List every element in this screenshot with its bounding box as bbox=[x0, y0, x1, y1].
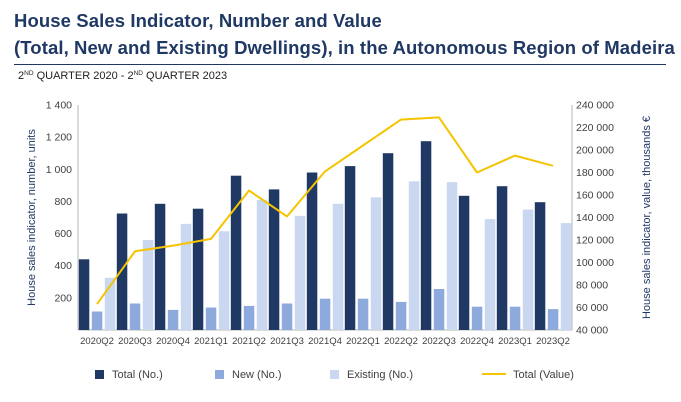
bar-existing-no bbox=[180, 223, 192, 330]
bar-new-no bbox=[129, 303, 141, 330]
subtitle-to-rest: QUARTER 2023 bbox=[142, 70, 228, 82]
y-axis-title-left: House sales indicator, number, units bbox=[26, 129, 38, 306]
legend-label: Total (No.) bbox=[112, 369, 163, 381]
y-tick-label-left: 600 bbox=[54, 228, 72, 240]
bar-new-no bbox=[167, 309, 179, 330]
legend-label: Total (Value) bbox=[513, 369, 574, 381]
bar-existing-no bbox=[332, 203, 344, 330]
bar-existing-no bbox=[104, 277, 116, 330]
x-tick-label: 2020Q3 bbox=[118, 336, 152, 347]
bar-existing-no bbox=[294, 215, 306, 330]
bar-new-no bbox=[357, 298, 369, 330]
y-tick-label-right: 140 000 bbox=[576, 212, 614, 224]
x-tick-label: 2023Q1 bbox=[498, 336, 532, 347]
bar-total-no bbox=[458, 195, 470, 330]
y-tick-label-left: 800 bbox=[54, 196, 72, 208]
bar-existing-no bbox=[446, 182, 458, 330]
bar-new-no bbox=[319, 298, 331, 330]
chart-subtitle: 2ND QUARTER 2020 - 2ND QUARTER 2023 bbox=[18, 70, 227, 82]
title-divider bbox=[14, 64, 666, 65]
legend-swatch bbox=[215, 370, 224, 379]
bar-total-no bbox=[268, 189, 280, 330]
x-tick-label: 2022Q2 bbox=[384, 336, 418, 347]
bar-new-no bbox=[509, 306, 521, 330]
subtitle-to-sup: ND bbox=[133, 70, 143, 77]
y-tick-label-right: 40 000 bbox=[576, 325, 608, 337]
subtitle-from-rest: QUARTER 2020 - bbox=[33, 70, 128, 82]
y-tick-label-right: 60 000 bbox=[576, 302, 608, 314]
bar-existing-no bbox=[142, 240, 154, 330]
x-tick-label: 2021Q2 bbox=[232, 336, 266, 347]
y-tick-label-left: 400 bbox=[54, 260, 72, 272]
y-axis-title-right: House sales indicator, value, thousands … bbox=[641, 116, 653, 319]
subtitle-to-num: 2 bbox=[127, 70, 134, 82]
bar-new-no bbox=[547, 309, 559, 330]
bar-total-no bbox=[154, 203, 166, 330]
bar-total-no bbox=[230, 175, 242, 330]
bar-new-no bbox=[433, 289, 445, 330]
bar-total-no bbox=[306, 172, 318, 330]
bar-existing-no bbox=[484, 219, 496, 330]
bar-existing-no bbox=[218, 231, 230, 330]
y-tick-label-left: 1 200 bbox=[46, 132, 72, 144]
bar-total-no bbox=[534, 202, 546, 330]
chart-title-line2: (Total, New and Existing Dwellings), in … bbox=[14, 37, 675, 58]
y-tick-label-right: 200 000 bbox=[576, 145, 614, 157]
bar-total-no bbox=[344, 166, 356, 330]
subtitle-from-num: 2 bbox=[18, 70, 25, 82]
x-tick-label: 2023Q2 bbox=[536, 336, 570, 347]
y-tick-label-left: 1 000 bbox=[46, 164, 72, 176]
bar-new-no bbox=[91, 311, 103, 330]
bar-existing-no bbox=[370, 197, 382, 330]
y-tick-label-right: 80 000 bbox=[576, 280, 608, 292]
bar-total-no bbox=[78, 259, 90, 330]
x-tick-label: 2022Q3 bbox=[422, 336, 456, 347]
x-tick-label: 2021Q4 bbox=[308, 336, 342, 347]
x-tick-label: 2020Q4 bbox=[156, 336, 190, 347]
bar-total-no bbox=[496, 186, 508, 330]
bar-total-no bbox=[192, 208, 204, 330]
legend-label: New (No.) bbox=[232, 369, 282, 381]
bar-new-no bbox=[395, 301, 407, 330]
legend-swatch bbox=[330, 370, 339, 379]
bar-existing-no bbox=[560, 223, 572, 330]
x-tick-label: 2022Q1 bbox=[346, 336, 380, 347]
y-tick-label-right: 240 000 bbox=[576, 100, 614, 112]
y-tick-label-right: 160 000 bbox=[576, 190, 614, 202]
bar-new-no bbox=[471, 306, 483, 330]
y-tick-label-left: 1 400 bbox=[46, 100, 72, 112]
legend-swatch bbox=[95, 370, 104, 379]
bar-existing-no bbox=[522, 209, 534, 330]
bar-new-no bbox=[281, 303, 293, 330]
x-tick-label: 2022Q4 bbox=[460, 336, 494, 347]
y-tick-label-right: 220 000 bbox=[576, 122, 614, 134]
subtitle-from-sup: ND bbox=[24, 70, 34, 77]
x-tick-label: 2021Q3 bbox=[270, 336, 304, 347]
legend-label: Existing (No.) bbox=[347, 369, 413, 381]
bar-existing-no bbox=[408, 181, 420, 330]
bar-total-no bbox=[116, 213, 128, 330]
x-tick-label: 2020Q2 bbox=[80, 336, 114, 347]
bar-existing-no bbox=[256, 199, 268, 330]
y-tick-label-left: 200 bbox=[54, 292, 72, 304]
y-tick-label-right: 120 000 bbox=[576, 235, 614, 247]
bar-total-no bbox=[420, 141, 432, 330]
bar-new-no bbox=[243, 305, 255, 330]
bar-total-no bbox=[382, 153, 394, 330]
chart-title-line1: House Sales Indicator, Number and Value bbox=[14, 10, 382, 31]
y-tick-label-right: 180 000 bbox=[576, 167, 614, 179]
y-tick-label-right: 100 000 bbox=[576, 257, 614, 269]
bar-new-no bbox=[205, 307, 217, 330]
line-total-value bbox=[96, 116, 554, 305]
x-tick-label: 2021Q1 bbox=[194, 336, 228, 347]
